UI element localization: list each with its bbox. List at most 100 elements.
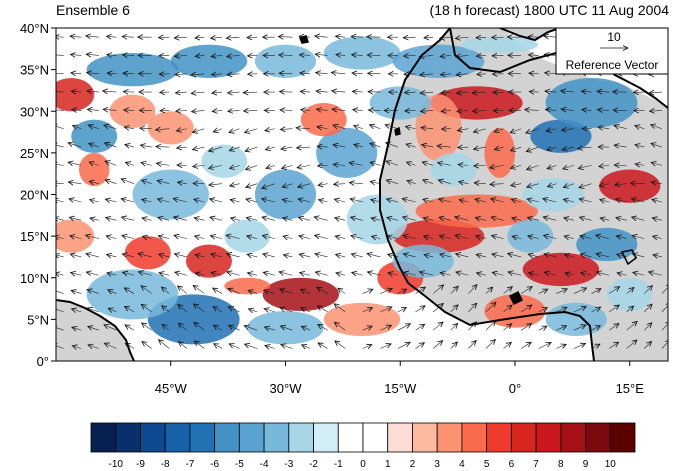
wind-vector (661, 303, 668, 313)
wind-vector (159, 340, 170, 349)
wind-vector (397, 324, 410, 331)
wind-vector (56, 144, 64, 147)
wind-vector (175, 272, 187, 275)
colorbar-swatch (263, 422, 290, 453)
wind-vector (56, 289, 64, 294)
wind-vector (123, 73, 135, 74)
wind-vector (283, 236, 293, 238)
colorbar-label: -10 (109, 459, 124, 470)
wind-vector (547, 147, 557, 150)
wind-vector (229, 129, 240, 133)
wind-vector (226, 235, 240, 238)
wind-vector (591, 326, 601, 331)
wind-vector (352, 272, 363, 275)
wind-vector (420, 272, 434, 275)
wind-vector (422, 145, 434, 147)
colorbar-swatch (164, 422, 191, 453)
wind-vector (403, 235, 416, 238)
wind-vector (296, 128, 310, 129)
wind-vector (520, 287, 532, 294)
wind-vector (195, 236, 205, 238)
wind-vector (213, 288, 223, 294)
wind-vector (192, 110, 205, 111)
wind-vector (578, 147, 592, 149)
wind-vector (349, 183, 363, 184)
colorbar-swatch (387, 422, 413, 453)
wind-vector (403, 217, 416, 220)
wind-vector (68, 162, 82, 165)
shading-blob (606, 277, 653, 312)
wind-vector (86, 272, 99, 275)
wind-vector (125, 162, 135, 165)
wind-vector (106, 236, 117, 239)
wind-vector (450, 323, 458, 331)
wind-vector (543, 217, 557, 220)
colorbar-swatch (510, 422, 537, 453)
wind-vector (626, 287, 634, 294)
lat-tick-label: 25°N (20, 146, 49, 161)
wind-vector (485, 321, 496, 331)
wind-vector (56, 125, 64, 129)
wind-vector (121, 179, 135, 184)
wind-vector (333, 164, 346, 165)
wind-vector (563, 199, 574, 202)
colorbar-swatch (560, 422, 586, 453)
wind-vector (316, 109, 328, 110)
wind-vector (86, 54, 99, 55)
lat-tick-label: 35°N (20, 63, 49, 78)
wind-vector (263, 272, 275, 275)
wind-vector (423, 218, 434, 221)
wind-vector (162, 306, 170, 313)
colorbar-label: 0 (360, 459, 366, 470)
wind-vector (600, 200, 610, 202)
shading-blob (186, 244, 232, 278)
wind-vector (556, 326, 566, 331)
wind-vector (302, 345, 311, 349)
wind-vector (596, 272, 610, 275)
wind-vector (386, 180, 399, 184)
wind-vector (123, 55, 135, 56)
wind-vector (562, 147, 574, 150)
wind-vector (142, 341, 152, 349)
wind-vector (512, 236, 522, 238)
wind-vector (528, 254, 539, 257)
wind-vector (405, 127, 416, 129)
colorbar: -10 -9 -8 -7 -6 -5 -4 -3 -2 -1 0 1 2 3 4 5 6 7 8 9 10 (90, 422, 636, 470)
lat-axis: 0° 5°N 10°N 15°N 20°N 25°N 30°N 35°N 40°N (20, 21, 56, 369)
wind-vector (544, 254, 557, 257)
wind-vector (421, 128, 434, 129)
shading-blob (109, 94, 156, 128)
wind-vector (226, 37, 240, 38)
wind-vector (142, 218, 152, 220)
wind-vector (547, 165, 557, 168)
wind-vector (174, 254, 187, 257)
wind-vector (362, 289, 373, 294)
colorbar-label: 8 (558, 459, 564, 470)
wind-vector (372, 236, 381, 238)
wind-vector (72, 110, 82, 111)
wind-vector (229, 344, 240, 349)
wind-vector (510, 129, 522, 133)
wind-vector (439, 199, 451, 202)
wind-vector (298, 184, 311, 187)
wind-vector (354, 144, 363, 147)
wind-vector (86, 254, 99, 257)
wind-vector (89, 181, 99, 183)
wind-vector (227, 272, 240, 275)
wind-vector (282, 199, 293, 202)
wind-vector (404, 272, 416, 275)
wind-vector (298, 217, 311, 220)
wind-vector (511, 165, 522, 168)
wind-vector (262, 235, 275, 238)
wind-vector (422, 162, 434, 165)
wind-vector (424, 255, 434, 257)
wind-vector (211, 74, 223, 75)
wind-vector (661, 321, 668, 331)
wind-vector (299, 254, 311, 257)
shading-blob (201, 144, 248, 178)
wind-vector (403, 254, 416, 257)
colorbar-label: 6 (509, 459, 515, 470)
wind-vector (124, 288, 135, 294)
wind-vector (87, 73, 99, 74)
wind-vector (432, 322, 443, 331)
